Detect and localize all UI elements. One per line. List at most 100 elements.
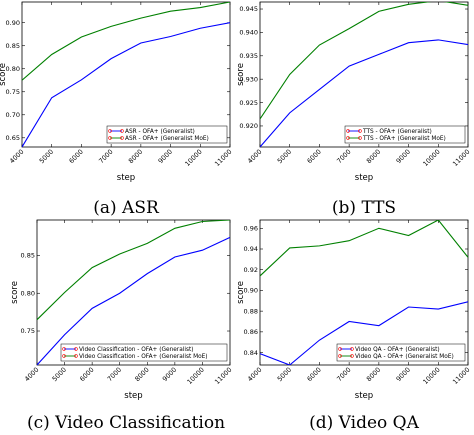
legend-marker <box>62 354 66 358</box>
x-tick-label: 11000 <box>451 148 471 168</box>
legend-marker <box>62 347 66 351</box>
y-tick-label: 0.80 <box>21 289 35 297</box>
y-tick-label: 0.92 <box>244 266 258 274</box>
x-tick-label: 6000 <box>305 366 322 383</box>
x-tick-label: 5000 <box>276 366 293 383</box>
y-axis-label: score <box>10 281 20 304</box>
legend-marker <box>338 347 342 351</box>
y-tick-label: 0.84 <box>244 349 258 357</box>
legend-marker <box>108 129 112 133</box>
series-line-1 <box>22 2 230 81</box>
x-tick-label: 7000 <box>335 366 352 383</box>
x-tick-label: 7000 <box>335 148 352 165</box>
legend-label: Video Classification - OFA+ (Generalist … <box>79 354 208 360</box>
plot-frame <box>259 219 469 366</box>
legend: ASR - OFA+ (Generalist)ASR - OFA+ (Gener… <box>106 125 228 144</box>
x-tick-label: 11000 <box>213 148 233 168</box>
x-tick-label: 4000 <box>23 366 40 383</box>
legend-label: Video QA - OFA+ (Generalist) <box>355 347 440 353</box>
legend-label: Video Classification - OFA+ (Generalist) <box>79 347 194 353</box>
legend-marker <box>358 136 362 140</box>
chart-panel-0: 0.65 0.70 0.75 0.80 0.85 0.90 4000 5000 6000 7000… <box>0 1 233 183</box>
legend-box <box>60 343 228 362</box>
legend-marker <box>74 354 78 358</box>
subfigure-caption: (a) ASR <box>93 198 160 218</box>
x-tick-label: 9000 <box>157 148 174 165</box>
plot-frame <box>36 219 231 366</box>
series-line-0 <box>22 22 230 147</box>
series-line-0 <box>260 39 468 147</box>
x-tick-label: 9000 <box>395 148 412 165</box>
y-tick-label: 0.85 <box>6 42 20 50</box>
x-tick-label: 6000 <box>78 366 95 383</box>
legend-marker <box>120 129 124 133</box>
legend-label: ASR - OFA+ (Generalist MoE) <box>125 136 209 142</box>
y-tick-label: 0.925 <box>239 99 258 107</box>
legend-box <box>336 343 466 362</box>
y-tick-label: 0.75 <box>21 327 35 335</box>
x-tick-label: 9000 <box>161 366 178 383</box>
legend-marker <box>108 136 112 140</box>
legend-label: TTS - OFA+ (Generalist MoE) <box>362 136 446 142</box>
x-tick-label: 5000 <box>38 148 55 165</box>
plot-frame <box>21 1 231 148</box>
legend-marker <box>350 354 354 358</box>
x-tick-label: 4000 <box>246 366 263 383</box>
x-tick-label: 8000 <box>365 148 382 165</box>
subfigure-caption: (b) TTS <box>332 198 396 218</box>
x-tick-label: 6000 <box>67 148 84 165</box>
y-tick-label: 0.90 <box>244 287 258 295</box>
legend-marker <box>338 354 342 358</box>
legend-marker <box>346 136 350 140</box>
x-tick-label: 7000 <box>97 148 114 165</box>
y-tick-label: 0.930 <box>239 75 258 83</box>
x-tick-label: 10000 <box>183 148 203 168</box>
plot-frame <box>259 1 469 148</box>
y-tick-label: 0.85 <box>21 252 35 260</box>
y-tick-label: 0.70 <box>6 111 20 119</box>
legend-label: TTS - OFA+ (Generalist) <box>362 129 432 135</box>
legend-box <box>344 125 466 144</box>
legend: Video Classification - OFA+ (Generalist)… <box>60 343 228 362</box>
x-tick-label: 11000 <box>451 366 471 386</box>
y-tick-label: 0.945 <box>239 5 258 13</box>
x-tick-label: 11000 <box>213 366 233 386</box>
series-line-1 <box>260 220 468 277</box>
y-tick-label: 0.920 <box>239 122 258 130</box>
y-tick-label: 0.935 <box>239 52 258 60</box>
y-tick-label: 0.80 <box>6 65 20 73</box>
y-tick-label: 0.90 <box>6 19 20 27</box>
x-axis-label: step <box>355 391 373 401</box>
y-tick-label: 0.65 <box>6 134 20 142</box>
x-tick-label: 6000 <box>305 148 322 165</box>
series-line-1 <box>260 2 468 120</box>
y-tick-label: 0.75 <box>6 88 20 96</box>
series-line-0 <box>37 236 230 365</box>
x-tick-label: 8000 <box>133 366 150 383</box>
y-tick-label: 0.96 <box>244 224 258 232</box>
x-tick-label: 4000 <box>8 148 25 165</box>
legend-marker <box>74 347 78 351</box>
legend-box <box>106 125 228 144</box>
x-tick-label: 5000 <box>51 366 68 383</box>
chart-panel-3: 0.84 0.86 0.88 0.90 0.92 0.94 0.96 4000 5000 6000… <box>236 219 471 401</box>
series-line-0 <box>260 301 468 365</box>
chart-panel-1: 0.920 0.925 0.930 0.935 0.940 0.945 4000 5000 60… <box>236 1 471 183</box>
x-tick-label: 10000 <box>186 366 206 386</box>
x-axis-label: step <box>124 391 142 401</box>
x-tick-label: 8000 <box>127 148 144 165</box>
x-tick-label: 5000 <box>276 148 293 165</box>
x-tick-label: 4000 <box>246 148 263 165</box>
y-tick-label: 0.86 <box>244 328 258 336</box>
y-tick-label: 0.940 <box>239 29 258 37</box>
legend: Video QA - OFA+ (Generalist)Video QA - O… <box>336 343 466 362</box>
legend-marker <box>346 129 350 133</box>
series-line-1 <box>37 220 230 321</box>
legend-marker <box>350 347 354 351</box>
x-tick-label: 8000 <box>365 366 382 383</box>
legend-label: Video QA - OFA+ (Generalist MoE) <box>355 354 454 360</box>
x-axis-label: step <box>117 173 135 183</box>
x-tick-label: 9000 <box>395 366 412 383</box>
x-tick-label: 7000 <box>106 366 123 383</box>
